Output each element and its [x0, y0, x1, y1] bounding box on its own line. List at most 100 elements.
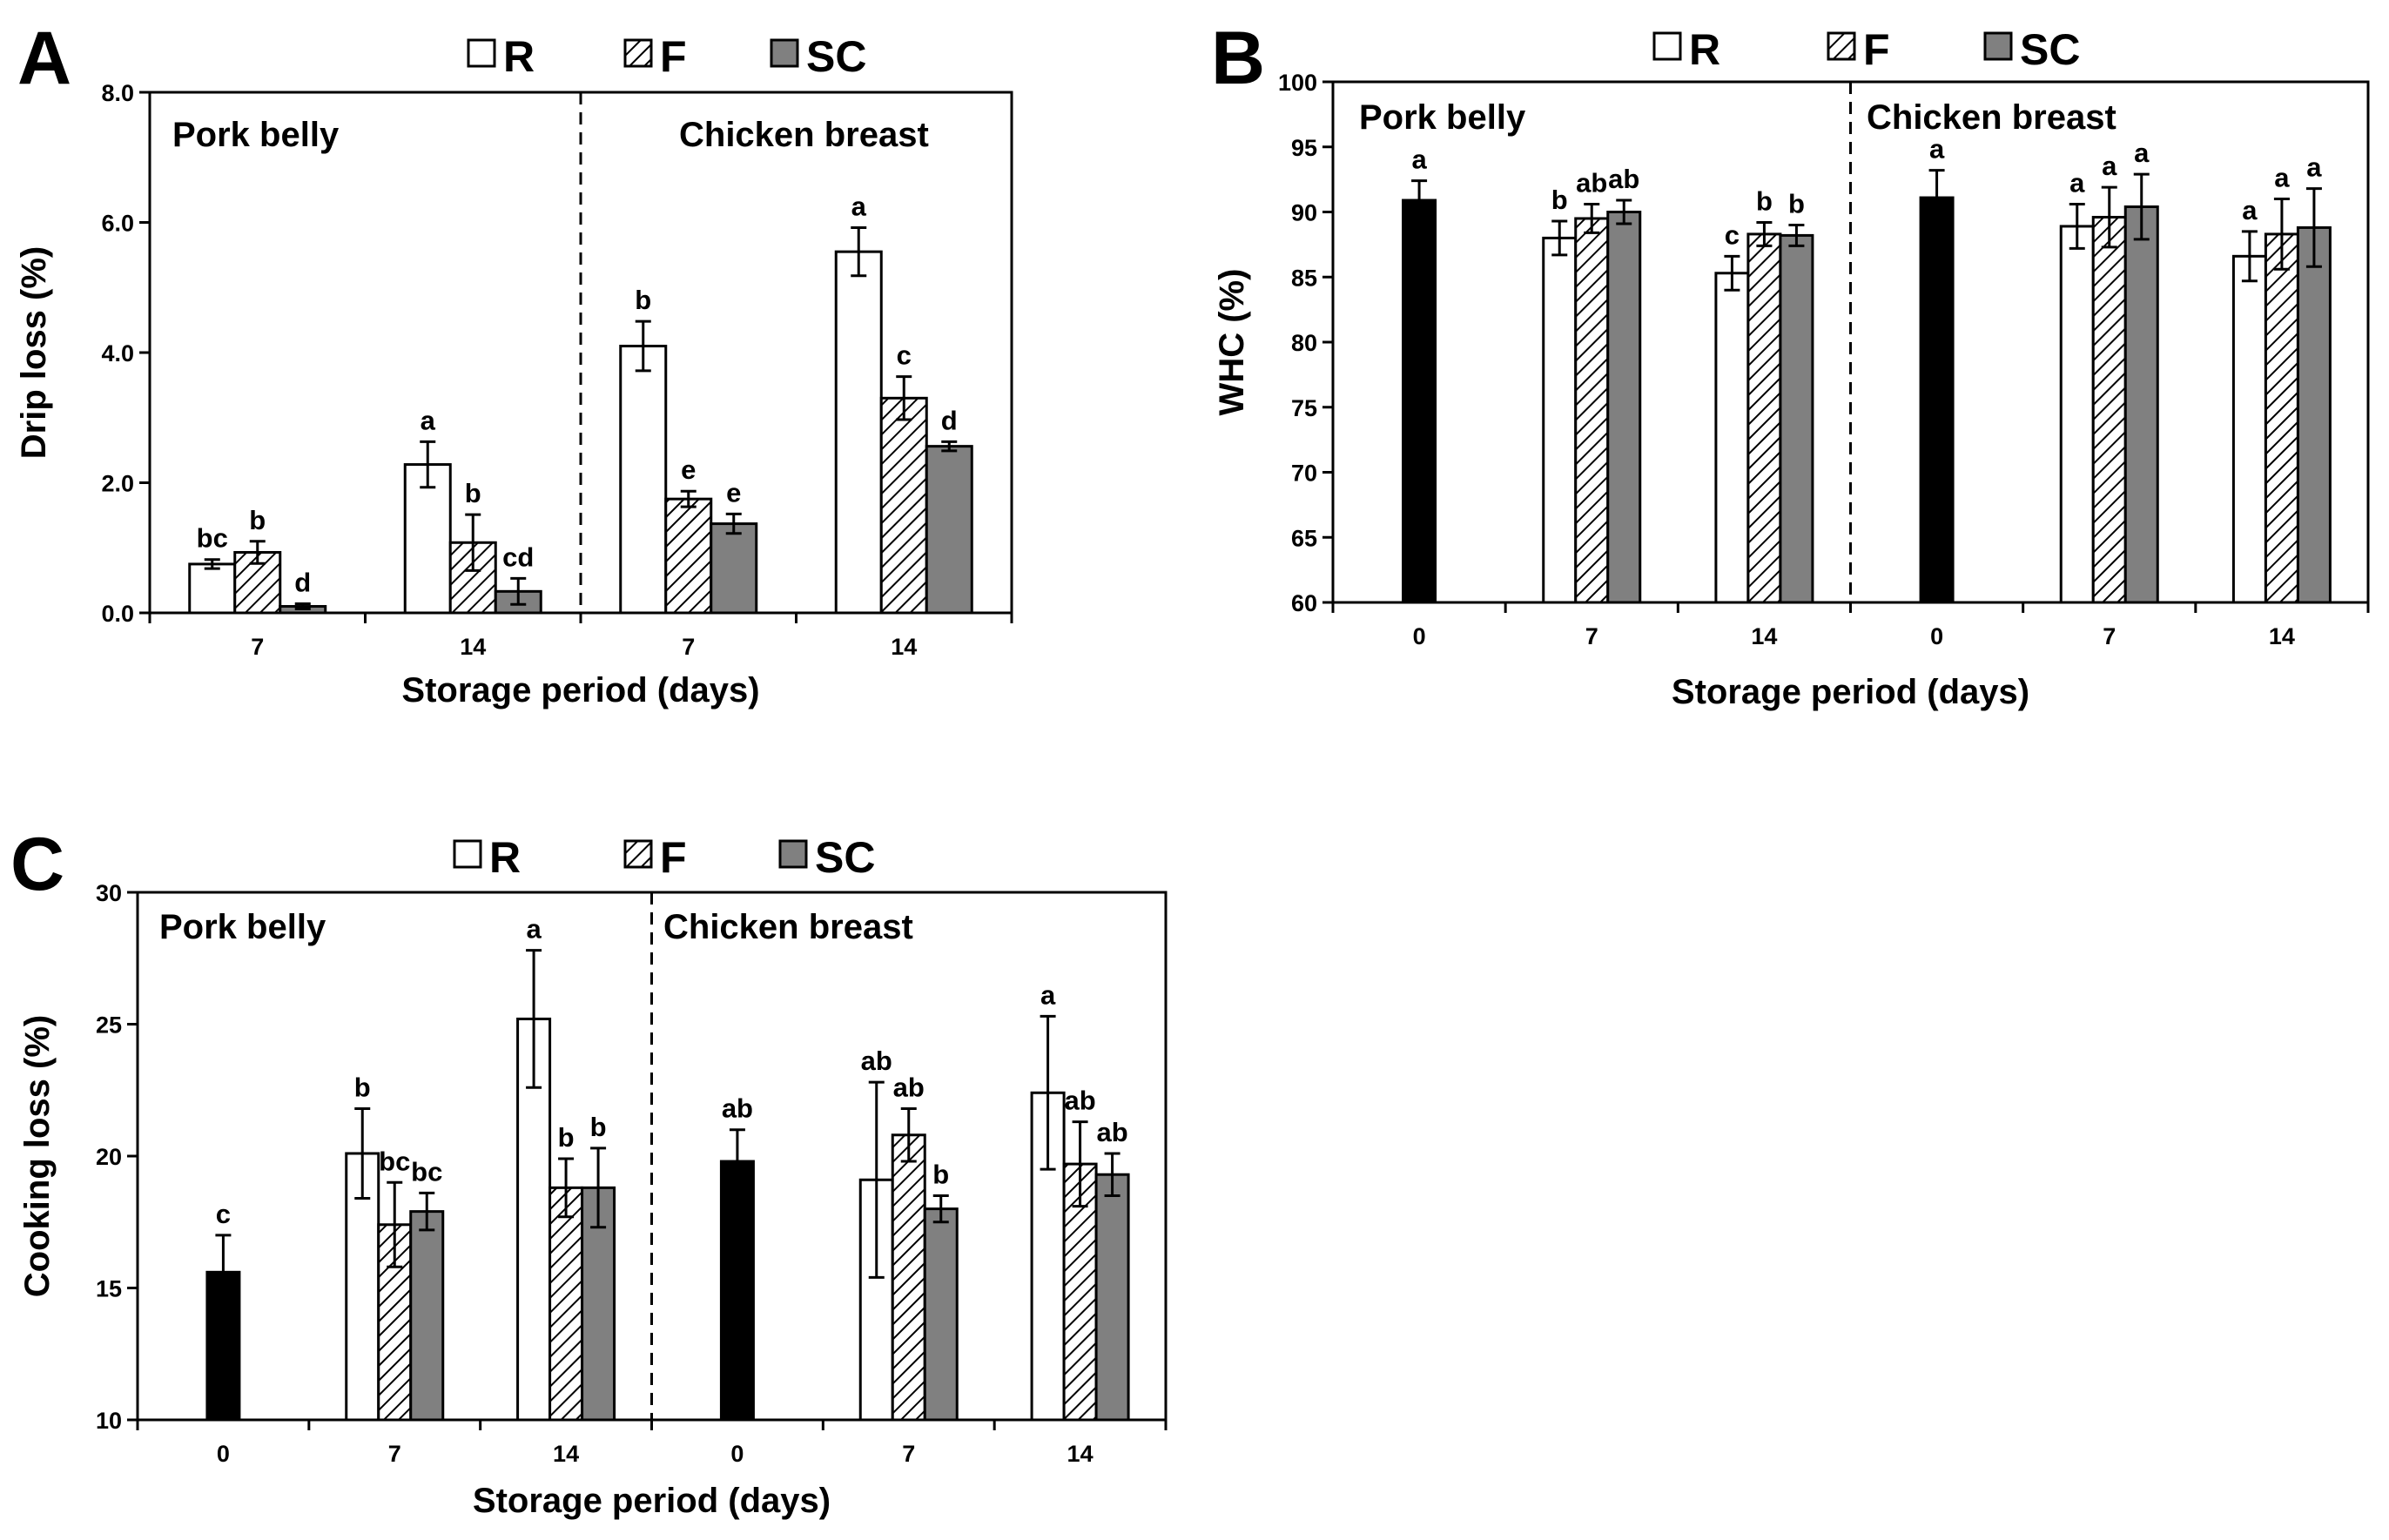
legend-swatch-sc: [778, 839, 808, 869]
bar-f: [664, 497, 713, 615]
y-tick-label: 75: [1291, 395, 1317, 421]
x-tick-label: 7: [1585, 623, 1598, 649]
significance-letter: c: [897, 340, 912, 371]
legend-swatch-sc: [1983, 31, 2013, 61]
significance-letter: b: [1788, 188, 1805, 219]
significance-letter: d: [941, 405, 958, 435]
legend-label-sc: SC: [2020, 25, 2080, 74]
legend-label-r: R: [489, 833, 521, 882]
significance-letter: b: [558, 1122, 575, 1153]
panel-letter: A: [17, 17, 71, 100]
y-tick-label: 4.0: [101, 340, 134, 367]
significance-letter: a: [2306, 152, 2322, 183]
bar-f: [1574, 217, 1610, 604]
x-tick-label: 0: [730, 1441, 744, 1467]
y-tick-label: 90: [1291, 200, 1317, 226]
legend-swatch-r: [1652, 31, 1682, 61]
bar-control: [1919, 196, 1955, 604]
section-label: Pork belly: [172, 116, 340, 154]
legend-swatch-f: [623, 38, 653, 68]
y-tick-label: 6.0: [101, 211, 134, 237]
bar-f: [1746, 232, 1782, 604]
section-label: Pork belly: [1359, 98, 1526, 137]
x-tick-label: 0: [1930, 623, 1943, 649]
y-tick-label: 20: [96, 1144, 122, 1170]
significance-letter: b: [635, 285, 651, 315]
bar-sc: [923, 1207, 959, 1422]
bar-f: [548, 1186, 584, 1422]
significance-letter: a: [421, 405, 436, 435]
legend-swatch-r: [453, 839, 482, 869]
significance-letter: c: [216, 1199, 231, 1229]
x-tick-label: 14: [1751, 623, 1777, 649]
legend-label-f: F: [660, 32, 687, 81]
section-label: Chicken breast: [679, 116, 929, 154]
significance-letter: bc: [379, 1146, 410, 1176]
legend-label-f: F: [660, 833, 687, 882]
y-tick-label: 0.0: [101, 601, 134, 627]
x-axis-title: Storage period (days): [401, 671, 759, 709]
significance-letter: e: [726, 477, 741, 508]
x-tick-label: 14: [891, 634, 917, 660]
significance-letter: a: [851, 191, 867, 221]
x-tick-label: 7: [2103, 623, 2116, 649]
significance-letter: b: [465, 478, 481, 508]
x-tick-label: 14: [553, 1441, 579, 1467]
significance-letter: ab: [1064, 1086, 1095, 1116]
significance-letter: ab: [722, 1093, 753, 1124]
significance-letter: a: [2274, 163, 2290, 193]
bar-r: [1714, 272, 1750, 604]
bar-control: [719, 1160, 755, 1422]
x-tick-label: 7: [682, 634, 695, 660]
y-tick-label: 15: [96, 1276, 122, 1302]
y-tick-label: 60: [1291, 590, 1317, 616]
bar-f: [891, 1133, 926, 1422]
significance-letter: b: [590, 1112, 607, 1142]
x-axis-title: Storage period (days): [473, 1482, 831, 1520]
y-tick-label: 70: [1291, 461, 1317, 487]
significance-letter: d: [294, 568, 311, 598]
significance-letter: a: [2134, 138, 2150, 168]
significance-letter: e: [681, 454, 696, 485]
significance-letter: a: [2069, 168, 2085, 198]
bar-sc: [925, 445, 973, 615]
significance-letter: ab: [861, 1046, 892, 1076]
x-tick-label: 7: [251, 634, 264, 660]
bar-r: [2059, 225, 2095, 604]
panel-letter: C: [10, 823, 64, 906]
chart-panel-a: A R F SC 0.0 2.0 4.0 6.0 8.0 Drip loss (%) Storage…: [15, 17, 1013, 709]
legend-label-r: R: [503, 32, 535, 81]
significance-letter: a: [2242, 195, 2258, 225]
legend-label-r: R: [1689, 25, 1720, 74]
y-tick-label: 80: [1291, 330, 1317, 356]
significance-letter: ab: [893, 1072, 925, 1102]
legend-swatch-f: [1827, 31, 1856, 61]
significance-letter: b: [1756, 185, 1773, 216]
y-tick-label: 10: [96, 1408, 122, 1434]
significance-letter: c: [1725, 219, 1740, 250]
x-axis-title: Storage period (days): [1672, 673, 2029, 711]
bar-f: [2091, 215, 2127, 604]
section-label: Chicken breast: [663, 908, 913, 946]
significance-letter: a: [1040, 979, 1056, 1010]
significance-letter: bc: [197, 523, 228, 554]
bar-sc: [1606, 211, 1642, 604]
legend-swatch-r: [467, 38, 496, 68]
bar-r: [188, 562, 237, 615]
y-tick-label: 2.0: [101, 471, 134, 497]
x-tick-label: 7: [388, 1441, 401, 1467]
bar-r: [619, 345, 668, 615]
y-axis-title: WHC (%): [1213, 269, 1251, 416]
legend-label-f: F: [1863, 25, 1890, 74]
section-label: Pork belly: [159, 908, 326, 946]
bar-sc: [2123, 205, 2159, 604]
significance-letter: a: [1411, 145, 1427, 175]
bar-sc: [710, 522, 758, 615]
bar-sc: [409, 1210, 445, 1422]
y-tick-label: 30: [96, 880, 122, 906]
bar-sc: [2296, 225, 2332, 604]
significance-letter: cd: [502, 541, 534, 572]
significance-letter: b: [249, 505, 266, 535]
bar-sc: [1094, 1173, 1130, 1422]
x-tick-label: 7: [902, 1441, 915, 1467]
